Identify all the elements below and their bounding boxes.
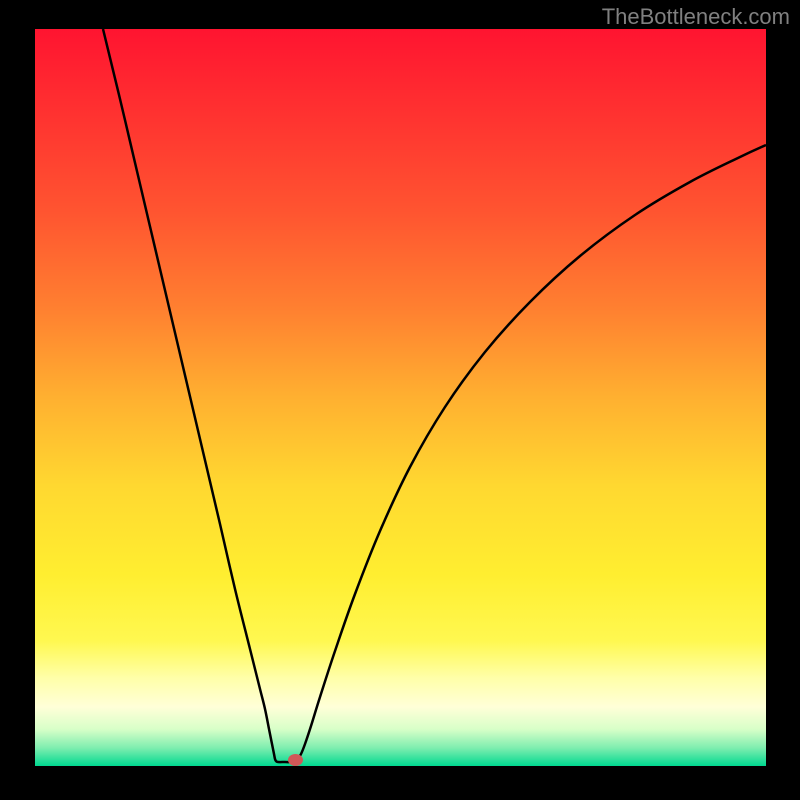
bottleneck-curve — [103, 29, 766, 762]
chart-container: TheBottleneck.com — [0, 0, 800, 800]
watermark-text: TheBottleneck.com — [602, 4, 790, 30]
optimal-point-marker — [288, 754, 303, 766]
curve-line — [35, 29, 766, 766]
plot-area — [35, 29, 766, 766]
